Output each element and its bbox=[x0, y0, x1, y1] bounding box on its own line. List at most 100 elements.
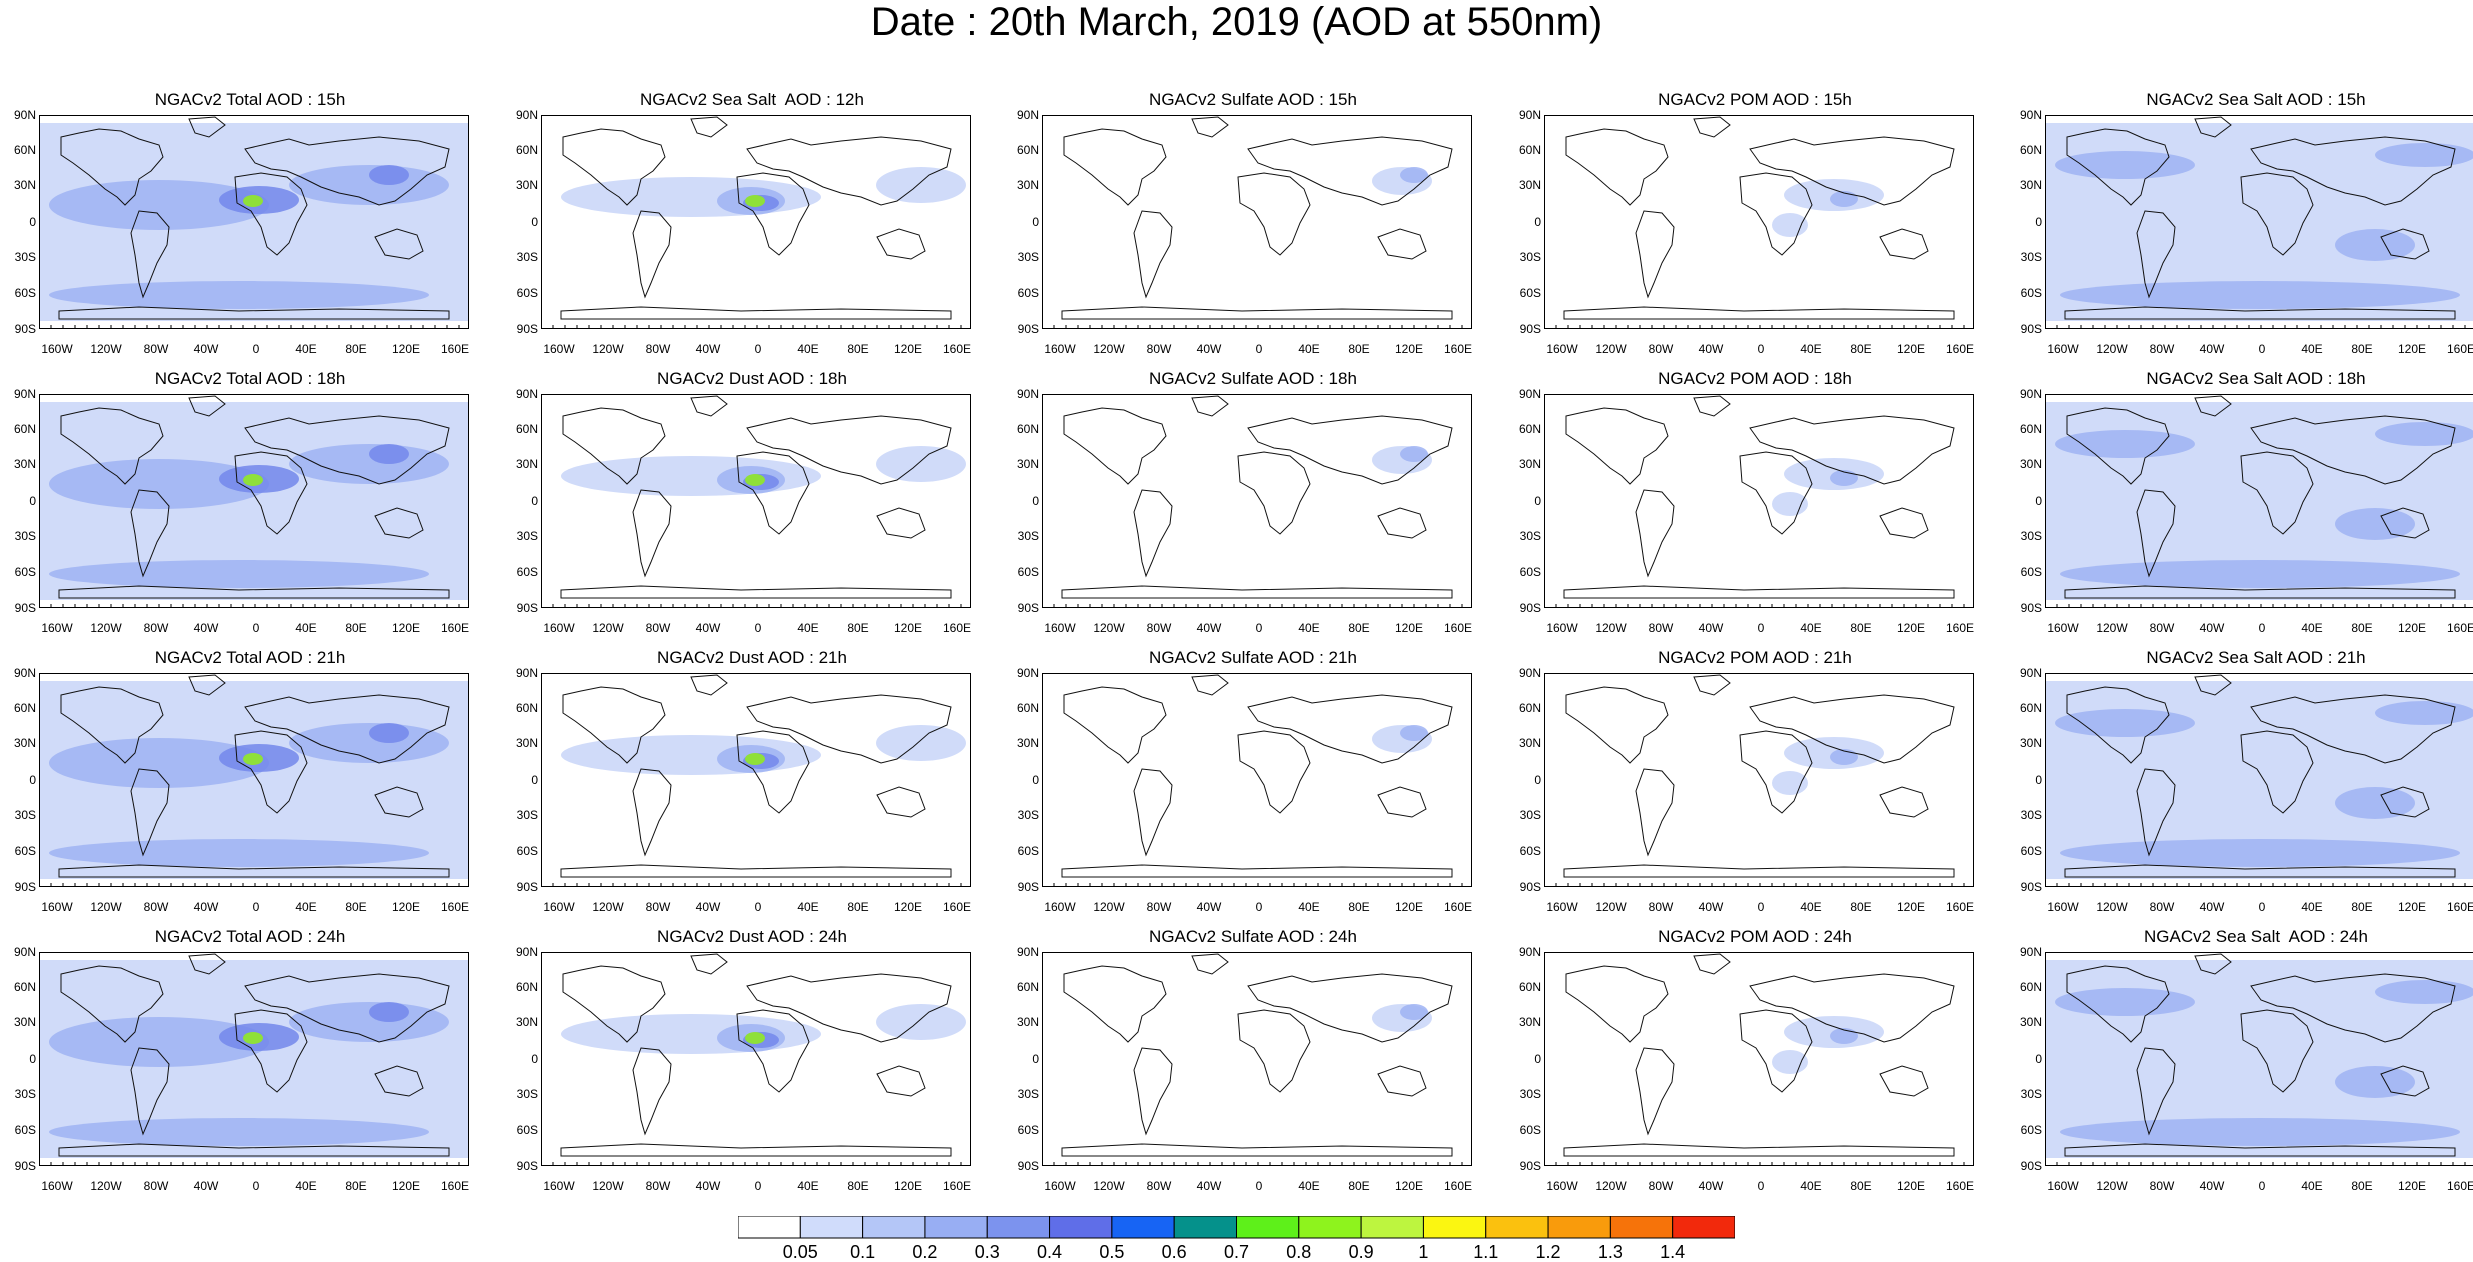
latitude-tick-label: 90S bbox=[502, 602, 538, 614]
latitude-tick-label: 60N bbox=[1003, 423, 1039, 435]
latitude-tick-label: 60N bbox=[502, 702, 538, 714]
panel-title: NGACv2 Sea Salt AOD : 12h bbox=[502, 91, 1002, 109]
latitude-tick-label: 30S bbox=[2006, 1088, 2042, 1100]
latitude-tick-label: 90S bbox=[1505, 881, 1541, 893]
latitude-tick-label: 90S bbox=[1003, 323, 1039, 335]
latitude-tick-label: 60N bbox=[1505, 702, 1541, 714]
latitude-tick-label: 60S bbox=[1505, 566, 1541, 578]
colorbar-tick-label: 0.05 bbox=[770, 1243, 830, 1261]
latitude-tick-label: 60S bbox=[2006, 1124, 2042, 1136]
dust-core bbox=[243, 195, 263, 207]
latitude-tick-label: 30N bbox=[502, 737, 538, 749]
latitude-tick-label: 60S bbox=[0, 566, 36, 578]
colorbar-segment bbox=[1610, 1216, 1672, 1238]
world-map bbox=[1544, 115, 1974, 329]
aod-plume bbox=[1772, 771, 1808, 795]
latitude-tick-label: 30S bbox=[1505, 251, 1541, 263]
longitude-tick-label: 160E bbox=[1930, 622, 1990, 634]
latitude-tick-label: 30S bbox=[502, 1088, 538, 1100]
dust-core bbox=[243, 1032, 263, 1044]
longitude-tick-label: 160E bbox=[1428, 901, 1488, 913]
colorbar-segment bbox=[1112, 1216, 1174, 1238]
colorbar-segment bbox=[1050, 1216, 1112, 1238]
latitude-tick-label: 60N bbox=[2006, 423, 2042, 435]
colorbar-segment bbox=[1673, 1216, 1735, 1238]
aod-plume bbox=[1772, 492, 1808, 516]
dust-core bbox=[745, 1032, 765, 1044]
aod-plume bbox=[1772, 213, 1808, 237]
latitude-tick-label: 30S bbox=[1505, 809, 1541, 821]
latitude-tick-label: 30S bbox=[1003, 251, 1039, 263]
world-map bbox=[1042, 394, 1472, 608]
latitude-tick-label: 90N bbox=[502, 667, 538, 679]
longitude-tick-label: 160E bbox=[2431, 622, 2473, 634]
latitude-tick-label: 30N bbox=[0, 458, 36, 470]
aod-plume bbox=[369, 165, 409, 185]
latitude-tick-label: 30N bbox=[1505, 458, 1541, 470]
latitude-tick-label: 90N bbox=[1003, 946, 1039, 958]
latitude-tick-label: 60N bbox=[1505, 423, 1541, 435]
latitude-tick-label: 30N bbox=[1003, 458, 1039, 470]
colorbar-tick-label: 0.5 bbox=[1082, 1243, 1142, 1261]
latitude-tick-label: 0 bbox=[1003, 774, 1039, 786]
longitude-tick-label: 160E bbox=[1428, 1180, 1488, 1192]
colorbar-segment bbox=[738, 1216, 800, 1238]
aod-plume bbox=[876, 446, 966, 482]
colorbar-segment bbox=[800, 1216, 862, 1238]
aod-plume bbox=[289, 444, 449, 484]
latitude-tick-label: 30S bbox=[1505, 1088, 1541, 1100]
latitude-tick-label: 60N bbox=[1003, 981, 1039, 993]
latitude-tick-label: 60S bbox=[0, 1124, 36, 1136]
latitude-tick-label: 0 bbox=[502, 495, 538, 507]
latitude-tick-label: 60N bbox=[1505, 981, 1541, 993]
dust-core bbox=[745, 195, 765, 207]
longitude-tick-label: 160E bbox=[425, 622, 485, 634]
aod-plume bbox=[49, 839, 429, 867]
latitude-tick-label: 0 bbox=[2006, 495, 2042, 507]
aod-plume bbox=[49, 281, 429, 309]
latitude-tick-label: 30S bbox=[0, 251, 36, 263]
panel-title: NGACv2 Total AOD : 18h bbox=[0, 370, 500, 388]
latitude-tick-label: 60N bbox=[502, 144, 538, 156]
latitude-tick-label: 0 bbox=[0, 1053, 36, 1065]
latitude-tick-label: 30S bbox=[1003, 809, 1039, 821]
latitude-tick-label: 60N bbox=[0, 423, 36, 435]
colorbar-segment bbox=[1548, 1216, 1610, 1238]
aod-plume bbox=[289, 723, 449, 763]
latitude-tick-label: 0 bbox=[502, 1053, 538, 1065]
latitude-tick-label: 90S bbox=[0, 602, 36, 614]
colorbar-tick-label: 1.3 bbox=[1580, 1243, 1640, 1261]
latitude-tick-label: 90N bbox=[2006, 667, 2042, 679]
latitude-tick-label: 30N bbox=[1003, 737, 1039, 749]
colorbar-segment bbox=[1237, 1216, 1299, 1238]
world-map bbox=[1544, 952, 1974, 1166]
world-map bbox=[2045, 115, 2473, 329]
aod-plume bbox=[2375, 701, 2473, 725]
latitude-tick-label: 30N bbox=[502, 1016, 538, 1028]
latitude-tick-label: 30N bbox=[1003, 179, 1039, 191]
aod-plume bbox=[369, 1002, 409, 1022]
colorbar-segment bbox=[925, 1216, 987, 1238]
panel-title: NGACv2 Sulfate AOD : 21h bbox=[1003, 649, 1503, 667]
latitude-tick-label: 0 bbox=[2006, 216, 2042, 228]
latitude-tick-label: 90S bbox=[1505, 323, 1541, 335]
latitude-tick-label: 90N bbox=[502, 388, 538, 400]
latitude-tick-label: 90S bbox=[502, 1160, 538, 1172]
latitude-tick-label: 0 bbox=[0, 774, 36, 786]
world-map bbox=[1544, 394, 1974, 608]
latitude-tick-label: 60S bbox=[1003, 845, 1039, 857]
longitude-tick-label: 160E bbox=[927, 622, 987, 634]
panel-title: NGACv2 Total AOD : 15h bbox=[0, 91, 500, 109]
latitude-tick-label: 90N bbox=[1003, 109, 1039, 121]
longitude-tick-label: 160E bbox=[927, 1180, 987, 1192]
aod-plume bbox=[2335, 787, 2415, 819]
panel-title: NGACv2 Total AOD : 21h bbox=[0, 649, 500, 667]
latitude-tick-label: 60S bbox=[2006, 845, 2042, 857]
